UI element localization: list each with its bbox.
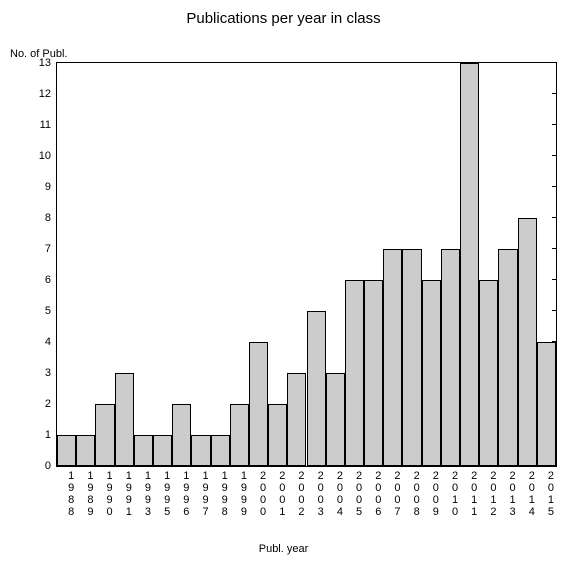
- y-tick-mark: [552, 279, 556, 280]
- x-tick-label: 1988: [57, 466, 76, 518]
- chart-title: Publications per year in class: [0, 10, 567, 27]
- x-tick-label: 2015: [537, 466, 556, 518]
- bar: [364, 280, 383, 466]
- bar: [518, 218, 537, 466]
- y-tick-label: 0: [45, 460, 57, 472]
- chart-container: Publications per year in class No. of Pu…: [0, 0, 567, 567]
- x-tick-label: 1991: [115, 466, 134, 518]
- x-tick-label: 1989: [76, 466, 95, 518]
- bar: [460, 63, 479, 466]
- x-tick-label: 1999: [230, 466, 249, 518]
- bar: [287, 373, 306, 466]
- x-tick-label: 2002: [287, 466, 306, 518]
- x-tick-label: 1995: [153, 466, 172, 518]
- bar: [134, 435, 153, 466]
- x-tick-label: 2003: [307, 466, 326, 518]
- x-tick-label: 2000: [249, 466, 268, 518]
- bar: [115, 373, 134, 466]
- plot-area: 0123456789101112131988198919901991199319…: [56, 62, 557, 467]
- y-tick-label: 4: [45, 336, 57, 348]
- x-tick-label: 2014: [518, 466, 537, 518]
- bar: [249, 342, 268, 466]
- bar: [268, 404, 287, 466]
- x-tick-label: 1997: [191, 466, 210, 518]
- bar: [479, 280, 498, 466]
- y-tick-label: 2: [45, 398, 57, 410]
- bar: [76, 435, 95, 466]
- bar: [345, 280, 364, 466]
- x-tick-label: 2009: [422, 466, 441, 518]
- bar: [307, 311, 326, 466]
- y-tick-label: 9: [45, 181, 57, 193]
- x-tick-label: 2007: [383, 466, 402, 518]
- y-tick-mark: [552, 217, 556, 218]
- y-tick-mark: [552, 124, 556, 125]
- y-tick-label: 1: [45, 429, 57, 441]
- y-tick-mark: [552, 62, 556, 63]
- y-tick-label: 10: [39, 150, 57, 162]
- x-tick-label: 1996: [172, 466, 191, 518]
- bar: [211, 435, 230, 466]
- bar: [441, 249, 460, 466]
- x-tick-label: 2005: [345, 466, 364, 518]
- y-tick-mark: [552, 155, 556, 156]
- bar: [326, 373, 345, 466]
- y-tick-label: 11: [40, 119, 57, 131]
- x-tick-label: 1998: [211, 466, 230, 518]
- y-tick-label: 6: [45, 274, 57, 286]
- y-tick-label: 12: [39, 88, 57, 100]
- bar: [402, 249, 421, 466]
- x-tick-label: 2011: [460, 466, 479, 518]
- x-axis-title: Publ. year: [0, 543, 567, 555]
- x-tick-label: 1990: [95, 466, 114, 518]
- bar: [191, 435, 210, 466]
- bar: [153, 435, 172, 466]
- x-tick-label: 2012: [479, 466, 498, 518]
- bar: [172, 404, 191, 466]
- y-tick-mark: [552, 93, 556, 94]
- y-tick-label: 3: [45, 367, 57, 379]
- y-tick-mark: [552, 248, 556, 249]
- bar: [498, 249, 517, 466]
- bar: [422, 280, 441, 466]
- x-tick-label: 1993: [134, 466, 153, 518]
- bar: [537, 342, 556, 466]
- y-tick-mark: [552, 310, 556, 311]
- y-tick-mark: [552, 186, 556, 187]
- bar: [95, 404, 114, 466]
- x-tick-label: 2004: [326, 466, 345, 518]
- bar: [230, 404, 249, 466]
- x-tick-label: 2010: [441, 466, 460, 518]
- x-tick-label: 2013: [498, 466, 517, 518]
- y-tick-label: 7: [45, 243, 57, 255]
- x-tick-label: 2006: [364, 466, 383, 518]
- x-tick-label: 2008: [402, 466, 421, 518]
- y-tick-label: 13: [39, 57, 57, 69]
- y-tick-label: 5: [45, 305, 57, 317]
- bar: [383, 249, 402, 466]
- y-tick-label: 8: [45, 212, 57, 224]
- x-tick-label: 2001: [268, 466, 287, 518]
- bar: [57, 435, 76, 466]
